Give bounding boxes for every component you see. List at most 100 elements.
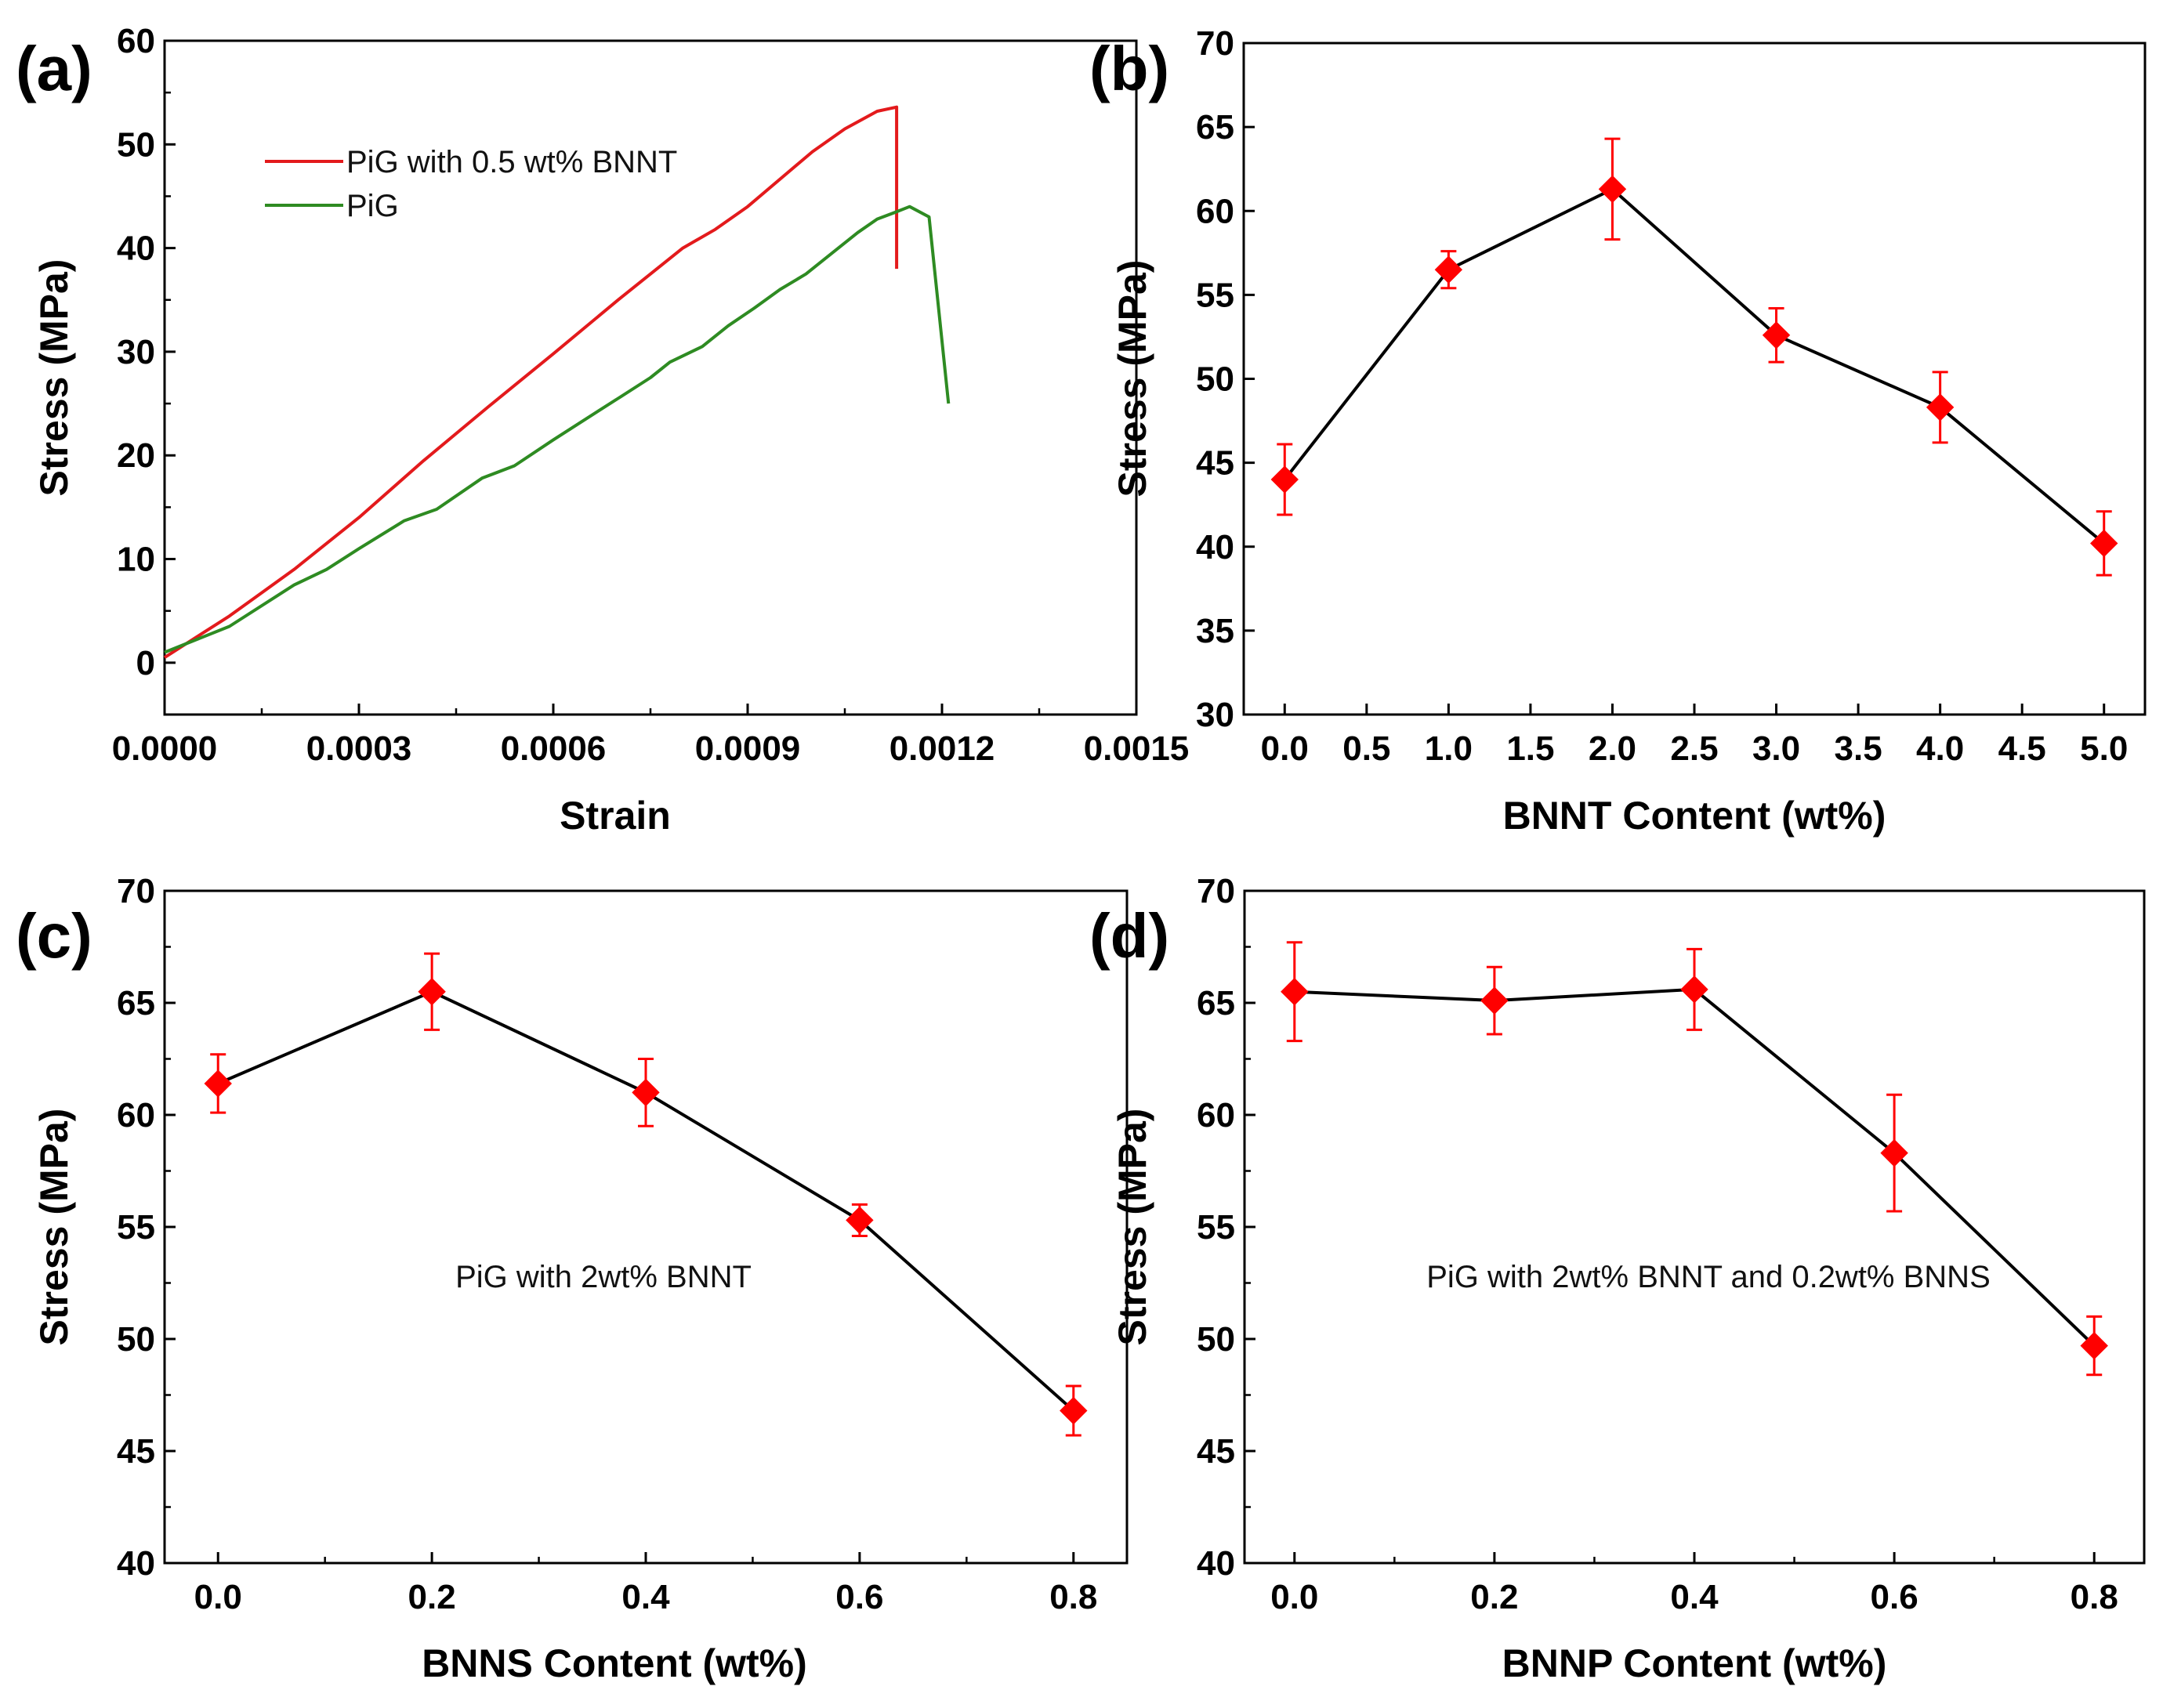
panel-b: (b) 0.0 0.5 1.0 1.5 2.0 2.5 3.0 3.5 4.0 4.5 5.0 30… bbox=[1089, 24, 2147, 838]
x-tick-label: 0.4 bbox=[1670, 1578, 1719, 1616]
panel-d-letter: (d) bbox=[1089, 901, 1169, 971]
data-point-diamond bbox=[1880, 1138, 1908, 1167]
y-tick-label: 60 bbox=[117, 22, 155, 60]
x-tick-label: 0.2 bbox=[408, 1578, 456, 1616]
y-tick-label: 40 bbox=[1196, 528, 1234, 566]
x-tick-label: 4.0 bbox=[1916, 729, 1964, 768]
x-tick-label: 0.8 bbox=[2071, 1578, 2118, 1616]
panel-c-annotation: PiG with 2wt% BNNT bbox=[455, 1260, 752, 1294]
data-point-diamond bbox=[1762, 321, 1791, 349]
data-point-diamond bbox=[2080, 1331, 2108, 1360]
panel-a-xticks: 0.0000 0.0003 0.0006 0.0009 0.0012 0.0015 bbox=[112, 704, 1190, 768]
y-tick-label: 20 bbox=[117, 436, 155, 475]
legend-label-bnnt: PiG with 0.5 wt% BNNT bbox=[346, 145, 677, 179]
x-tick-label: 0.0000 bbox=[112, 729, 218, 768]
series-line bbox=[1283, 187, 2105, 545]
x-tick-label: 0.5 bbox=[1342, 729, 1390, 768]
y-tick-label: 40 bbox=[117, 230, 155, 268]
x-tick-label: 2.0 bbox=[1589, 729, 1636, 768]
panel-c-yticks: 40 45 50 55 60 65 70 bbox=[117, 872, 176, 1583]
x-tick-label: 0.0 bbox=[1270, 1578, 1318, 1616]
series-line-0 bbox=[163, 105, 899, 659]
y-tick-label: 45 bbox=[117, 1432, 155, 1471]
panel-b-ylabel: Stress (MPa) bbox=[1110, 260, 1154, 498]
data-point-diamond bbox=[1926, 393, 1955, 422]
panel-b-frame bbox=[1242, 42, 2147, 716]
series-line bbox=[217, 990, 1075, 1412]
y-tick-label: 70 bbox=[1196, 24, 1234, 63]
panel-d-yticks: 40 45 50 55 60 65 70 bbox=[1197, 872, 1255, 1583]
x-tick-label: 0.0 bbox=[194, 1578, 242, 1616]
x-tick-label: 0.0012 bbox=[889, 729, 995, 768]
x-tick-label: 0.0 bbox=[1261, 729, 1309, 768]
y-tick-label: 70 bbox=[1197, 872, 1235, 910]
x-tick-label: 0.0015 bbox=[1084, 729, 1190, 768]
y-tick-label: 0 bbox=[136, 644, 155, 682]
data-point-diamond bbox=[2090, 529, 2118, 558]
data-point-diamond bbox=[1480, 986, 1509, 1015]
panel-b-xticks: 0.0 0.5 1.0 1.5 2.0 2.5 3.0 3.5 4.0 4.5 5.0 bbox=[1261, 704, 2128, 768]
panel-d-xticks: 0.0 0.2 0.4 0.6 0.8 bbox=[1270, 1552, 2118, 1616]
x-tick-label: 0.2 bbox=[1470, 1578, 1518, 1616]
y-tick-label: 50 bbox=[117, 1320, 155, 1359]
panel-c-xlabel: BNNS Content (wt%) bbox=[422, 1641, 807, 1685]
x-tick-label: 5.0 bbox=[2080, 729, 2128, 768]
panel-a-yticks: 0 10 20 30 40 50 60 bbox=[117, 22, 176, 682]
panel-c-frame bbox=[163, 889, 1129, 1565]
y-tick-label: 55 bbox=[1197, 1208, 1235, 1247]
x-tick-label: 0.6 bbox=[1871, 1578, 1918, 1616]
panel-a-series bbox=[163, 105, 951, 659]
data-point-diamond bbox=[1281, 977, 1309, 1006]
x-tick-label: 4.5 bbox=[1998, 729, 2046, 768]
x-tick-label: 1.5 bbox=[1506, 729, 1554, 768]
y-tick-label: 45 bbox=[1197, 1432, 1235, 1471]
y-tick-label: 30 bbox=[1196, 696, 1234, 734]
y-tick-label: 65 bbox=[1197, 984, 1235, 1022]
panel-a: (a) 0.0000 0.0003 0.0006 0.0009 0.0012 0.0015… bbox=[16, 22, 1189, 838]
y-tick-label: 70 bbox=[117, 872, 155, 910]
data-point-diamond bbox=[1434, 255, 1463, 284]
x-tick-label: 0.8 bbox=[1049, 1578, 1097, 1616]
panel-a-ylabel: Stress (MPa) bbox=[32, 259, 76, 497]
panel-c-xticks: 0.0 0.2 0.4 0.6 0.8 bbox=[194, 1552, 1097, 1616]
x-tick-label: 3.0 bbox=[1752, 729, 1800, 768]
panel-b-xlabel: BNNT Content (wt%) bbox=[1503, 794, 1886, 838]
data-point-diamond bbox=[204, 1069, 232, 1098]
data-point-diamond bbox=[632, 1078, 660, 1107]
y-tick-label: 40 bbox=[1197, 1544, 1235, 1583]
panel-a-legend: PiG with 0.5 wt% BNNT PiG bbox=[265, 145, 677, 223]
data-point-diamond bbox=[846, 1206, 874, 1235]
panel-b-yticks: 30 35 40 45 50 55 60 65 70 bbox=[1196, 24, 1255, 734]
y-tick-label: 45 bbox=[1196, 444, 1234, 483]
panel-d-series bbox=[1281, 941, 2108, 1377]
y-tick-label: 60 bbox=[1197, 1096, 1235, 1134]
panel-c-letter: (c) bbox=[16, 901, 92, 971]
panel-c: (c) 0.0 0.2 0.4 0.6 0.8 40 45 50 55 60 65 70 PiG w… bbox=[16, 872, 1129, 1685]
y-tick-label: 65 bbox=[117, 984, 155, 1022]
y-tick-label: 65 bbox=[1196, 108, 1234, 147]
x-tick-label: 2.5 bbox=[1670, 729, 1718, 768]
panel-b-series bbox=[1270, 137, 2118, 577]
data-point-diamond bbox=[1598, 175, 1627, 204]
panel-c-ylabel: Stress (MPa) bbox=[32, 1109, 76, 1346]
y-tick-label: 50 bbox=[1196, 360, 1234, 399]
panel-d: (d) 0.0 0.2 0.4 0.6 0.8 40 45 50 55 60 65 70 PiG w… bbox=[1089, 872, 2146, 1685]
y-tick-label: 40 bbox=[117, 1544, 155, 1583]
x-tick-label: 0.0009 bbox=[695, 729, 801, 768]
data-point-diamond bbox=[1270, 465, 1299, 494]
panel-b-letter: (b) bbox=[1089, 34, 1169, 103]
y-tick-label: 55 bbox=[1196, 276, 1234, 314]
legend-label-pig: PiG bbox=[346, 189, 399, 223]
y-tick-label: 35 bbox=[1196, 612, 1234, 650]
data-point-diamond bbox=[418, 977, 446, 1006]
y-tick-label: 60 bbox=[117, 1096, 155, 1134]
panel-d-xlabel: BNNP Content (wt%) bbox=[1502, 1641, 1887, 1685]
data-point-diamond bbox=[1060, 1396, 1088, 1425]
y-tick-label: 50 bbox=[117, 125, 155, 164]
panel-d-annotation: PiG with 2wt% BNNT and 0.2wt% BNNS bbox=[1426, 1260, 1991, 1294]
panel-a-xlabel: Strain bbox=[560, 794, 671, 838]
x-tick-label: 3.5 bbox=[1835, 729, 1882, 768]
data-point-diamond bbox=[1680, 975, 1708, 1004]
series-line-1 bbox=[164, 204, 951, 654]
